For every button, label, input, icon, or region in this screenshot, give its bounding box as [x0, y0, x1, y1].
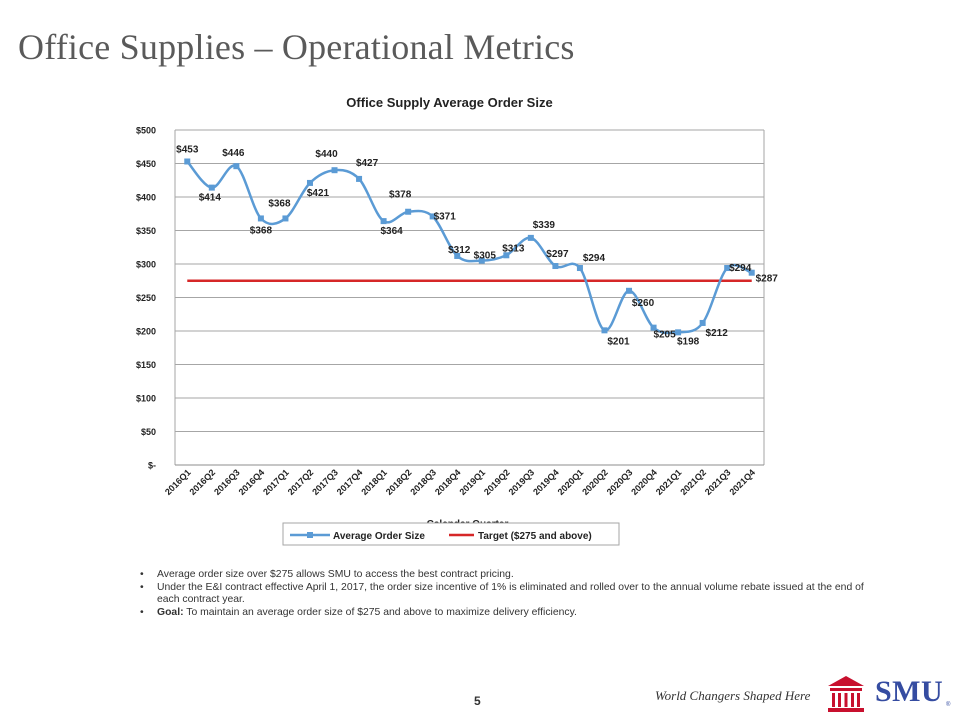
data-label: $205 [653, 330, 676, 341]
data-label: $364 [380, 226, 403, 237]
data-label: $294 [729, 263, 752, 274]
data-label: $440 [315, 149, 338, 160]
data-point-marker [208, 184, 215, 191]
data-label: $446 [222, 148, 245, 159]
data-label: $294 [583, 253, 606, 264]
x-tick-label: 2017Q4 [335, 467, 365, 497]
data-label: $313 [502, 243, 525, 254]
x-tick-label: 2021Q2 [678, 467, 708, 497]
x-tick-label: 2017Q3 [310, 467, 340, 497]
data-label: $427 [356, 158, 379, 169]
data-point-marker [429, 213, 436, 220]
data-point-marker [184, 158, 191, 165]
data-point-marker [356, 175, 363, 182]
data-label: $368 [268, 198, 291, 209]
data-label: $378 [389, 190, 412, 201]
data-point-marker [503, 252, 510, 259]
x-tick-label: 2021Q4 [727, 467, 757, 497]
data-point-marker [527, 234, 534, 241]
legend-series-marker [307, 532, 313, 538]
data-label: $421 [307, 188, 330, 199]
x-tick-label: 2016Q3 [212, 467, 242, 497]
x-tick-label: 2016Q1 [163, 467, 193, 497]
data-point-marker [282, 215, 289, 222]
x-tick-label: 2016Q2 [188, 467, 218, 497]
y-tick-label: $350 [136, 226, 156, 236]
data-label: $287 [756, 274, 779, 285]
data-point-marker [748, 269, 755, 276]
data-label: $371 [434, 211, 457, 222]
data-label: $312 [448, 245, 471, 256]
slide-title: Office Supplies – Operational Metrics [18, 27, 575, 67]
smu-emblem-icon [823, 672, 869, 716]
x-tick-label: 2019Q4 [531, 467, 561, 497]
x-tick-label: 2021Q3 [703, 467, 733, 497]
data-label: $368 [250, 225, 273, 236]
x-tick-label: 2020Q3 [605, 467, 635, 497]
data-point-marker [576, 265, 583, 272]
data-point-marker [626, 287, 633, 294]
y-tick-label: $150 [136, 360, 156, 370]
x-tick-label: 2019Q2 [482, 467, 512, 497]
y-tick-label: $300 [136, 260, 156, 270]
legend-series-label: Average Order Size [333, 531, 425, 542]
order-size-chart: Office Supply Average Order Size $- $50 $10… [136, 95, 779, 546]
data-point-marker [478, 257, 485, 264]
data-point-marker [331, 167, 338, 174]
registered-mark: ® [946, 702, 951, 708]
note-item: Goal: To maintain an average order size … [138, 607, 878, 620]
data-label: $198 [677, 336, 700, 347]
data-label: $414 [199, 193, 222, 204]
y-tick-label: $- [148, 461, 156, 471]
x-tick-label: 2018Q3 [408, 467, 438, 497]
x-tick-label: 2019Q3 [507, 467, 537, 497]
data-label: $201 [607, 336, 630, 347]
data-label: $212 [706, 328, 729, 339]
y-tick-label: $450 [136, 159, 156, 169]
data-point-marker [380, 218, 387, 225]
data-point-marker [233, 163, 240, 170]
y-tick-label: $500 [136, 126, 156, 136]
note-item: Under the E&I contract effective April 1… [138, 582, 878, 607]
data-label: $453 [176, 144, 199, 155]
legend-target-label: Target ($275 and above) [478, 531, 592, 542]
y-tick-label: $100 [136, 394, 156, 404]
data-label: $305 [474, 251, 497, 262]
x-tick-label: 2020Q2 [580, 467, 610, 497]
data-point-marker [675, 329, 682, 336]
y-tick-label: $50 [141, 427, 156, 437]
x-tick-label: 2020Q1 [556, 467, 586, 497]
data-point-marker [724, 265, 731, 272]
x-tick-label: 2019Q1 [457, 467, 487, 497]
data-label: $260 [632, 298, 655, 309]
data-point-marker [454, 252, 461, 259]
y-tick-label: $400 [136, 193, 156, 203]
x-tick-label: 2018Q1 [359, 467, 389, 497]
data-point-marker [601, 327, 608, 334]
data-point-marker [257, 215, 264, 222]
y-tick-label: $200 [136, 327, 156, 337]
data-point-marker [306, 179, 313, 186]
tagline: World Changers Shaped Here [655, 688, 811, 703]
x-tick-label: 2021Q1 [654, 467, 684, 497]
data-point-marker [405, 208, 412, 215]
x-tick-label: 2018Q4 [433, 467, 463, 497]
smu-logo-text: SMU [875, 675, 944, 708]
x-tick-label: 2017Q1 [261, 467, 291, 497]
data-label: $339 [533, 220, 556, 231]
note-item: Average order size over $275 allows SMU … [138, 569, 878, 582]
data-label: $297 [546, 249, 569, 260]
notes-list: Average order size over $275 allows SMU … [138, 569, 878, 619]
x-tick-label: 2018Q2 [384, 467, 414, 497]
chart-title: Office Supply Average Order Size [346, 95, 552, 110]
x-tick-label: 2016Q4 [237, 467, 267, 497]
x-tick-label: 2017Q2 [286, 467, 316, 497]
y-tick-label: $250 [136, 293, 156, 303]
data-point-marker [699, 319, 706, 326]
x-tick-label: 2020Q4 [629, 467, 659, 497]
page-number: 5 [474, 694, 481, 708]
data-point-marker [552, 263, 559, 270]
data-point-marker [650, 324, 657, 331]
